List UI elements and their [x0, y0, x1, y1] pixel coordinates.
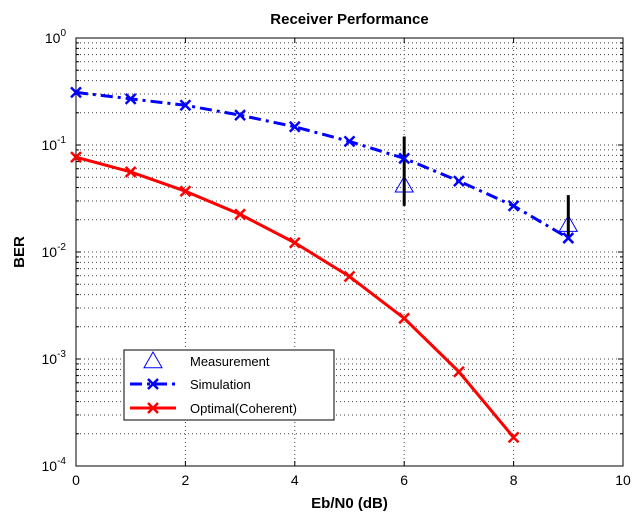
data-point	[70, 151, 82, 164]
legend-label: Optimal(Coherent)	[190, 401, 297, 416]
x-tick-label: 2	[182, 472, 190, 488]
series	[70, 86, 579, 444]
legend-marker	[147, 378, 159, 390]
data-point	[234, 208, 246, 221]
data-point	[179, 185, 192, 198]
series-line	[75, 90, 570, 240]
series-measurement	[394, 136, 579, 239]
data-point	[124, 166, 137, 178]
data-point	[234, 109, 246, 122]
x-axis-label: Eb/N0 (dB)	[311, 495, 388, 512]
data-point	[398, 152, 411, 165]
data-point	[124, 92, 137, 105]
data-point	[288, 120, 301, 133]
data-point	[343, 270, 356, 283]
y-tick-label: 10-2	[42, 242, 67, 260]
chart-title: Receiver Performance	[270, 11, 428, 28]
data-point	[398, 312, 411, 325]
x-tick-label: 8	[510, 472, 518, 488]
legend-item: Measurement	[143, 350, 270, 369]
x-tick-label: 0	[72, 472, 80, 488]
data-point	[507, 199, 520, 212]
series-simulation	[70, 86, 575, 244]
axis-ticks: 0 2 4 6 8 10 10-4 10-3 10-2 10-1 100	[42, 28, 631, 488]
data-point	[507, 431, 520, 444]
legend-marker	[143, 350, 163, 369]
y-tick-label: 10-3	[42, 349, 67, 367]
data-point	[288, 236, 301, 249]
legend: Measurement Simulation Optimal(Coherent)	[123, 349, 335, 421]
y-tick-label: 10-4	[42, 456, 67, 474]
data-point	[343, 135, 356, 148]
data-point	[70, 86, 82, 99]
data-point	[453, 175, 465, 187]
data-point	[562, 232, 575, 244]
data-point	[453, 365, 465, 378]
legend-label: Simulation	[190, 377, 251, 392]
x-tick-label: 6	[400, 472, 408, 488]
legend-item: Simulation	[130, 377, 251, 392]
y-tick-label: 10-1	[42, 135, 67, 153]
legend-item: Optimal(Coherent)	[130, 401, 297, 416]
x-tick-label: 10	[615, 472, 631, 488]
x-tick-label: 4	[291, 472, 299, 488]
legend-label: Measurement	[190, 354, 270, 369]
y-tick-label: 100	[45, 28, 67, 46]
legend-marker	[147, 402, 159, 414]
series-optimal-coherent-	[70, 151, 520, 444]
y-axis-label: BER	[11, 236, 28, 268]
data-point	[179, 99, 192, 112]
